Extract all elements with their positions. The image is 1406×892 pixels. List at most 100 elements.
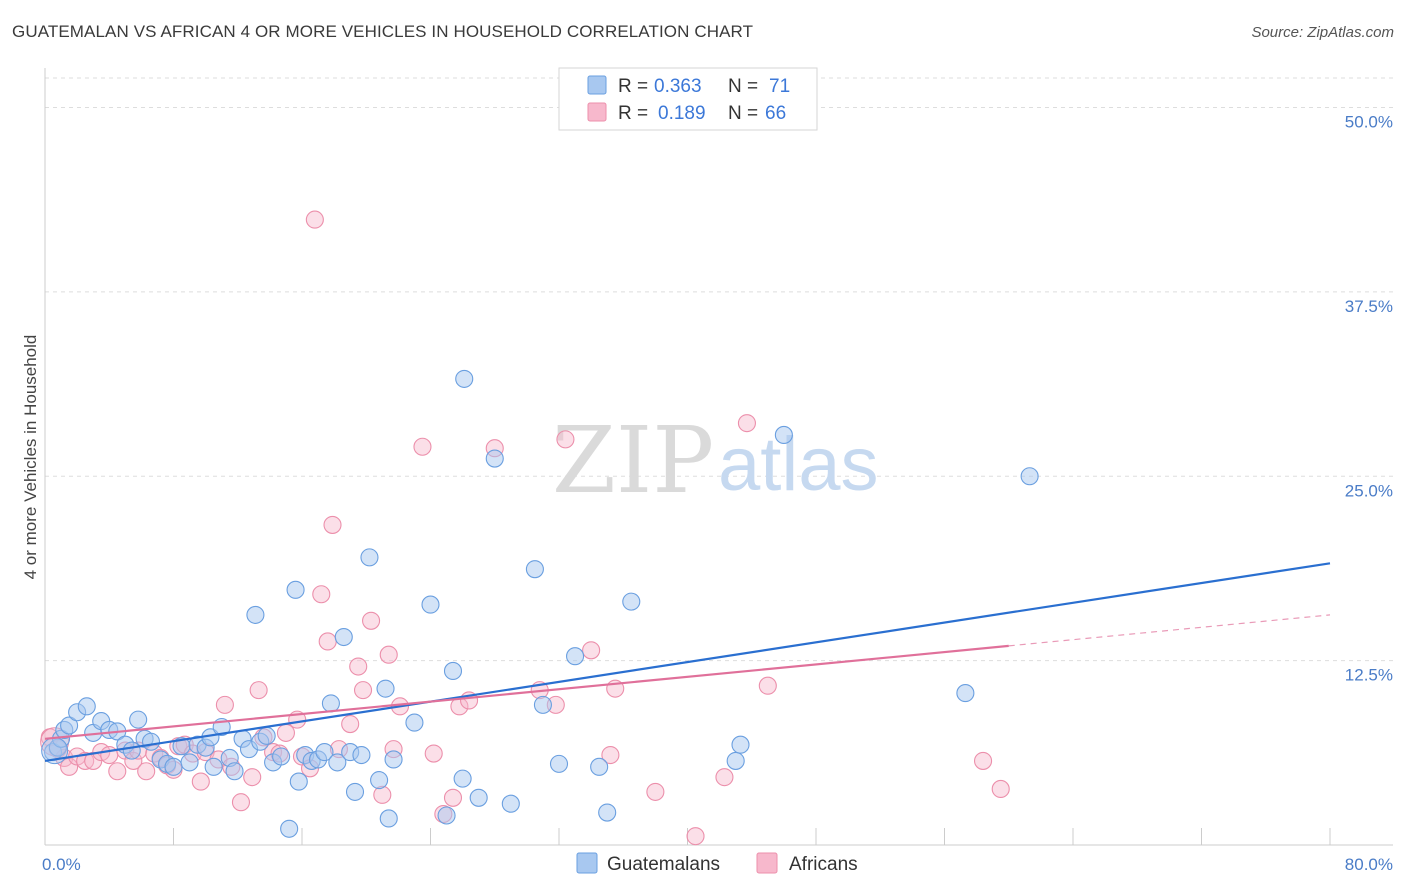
point-guatemalans-62 [525,560,544,579]
legend-swatch-guatemalans [587,75,607,95]
trend-line-guatemalans [44,562,1331,763]
legend-r-label-1: R = [618,76,648,97]
point-guatemalans-61 [501,794,520,813]
point-africans-67 [973,751,993,770]
point-guatemalans-24 [204,757,223,776]
point-guatemalans-57 [453,769,472,788]
point-africans-39 [323,515,342,534]
x-tick-label-max: 80.0% [1345,855,1393,874]
point-africans-28 [249,681,268,700]
point-africans-13 [137,762,156,781]
trend-lines [44,562,1331,763]
point-guatemalans-52 [384,750,403,769]
point-africans-38 [318,632,337,651]
point-africans-27 [243,768,262,787]
point-guatemalans-35 [280,819,299,838]
point-africans-68 [991,779,1010,799]
point-guatemalans-32 [257,726,276,745]
trend-line-africans-extension [1008,614,1331,647]
point-guatemalans-4 [60,716,79,735]
legend-swatch-africans [587,102,607,122]
point-africans-46 [379,645,398,664]
point-guatemalans-71 [774,425,793,445]
point-africans-42 [349,657,368,676]
point-africans-41 [341,714,360,734]
point-guatemalans-30 [246,605,265,624]
point-africans-52 [443,788,463,807]
legend-n-value-1: 71 [769,76,790,97]
legend-r-label-2: R = [618,103,648,124]
point-guatemalans-63 [533,695,552,714]
point-guatemalans-13 [129,710,148,729]
point-guatemalans-50 [376,679,395,698]
point-africans-9 [108,762,127,781]
point-guatemalans-42 [321,694,340,713]
point-guatemalans-49 [370,771,389,790]
chart-title: GUATEMALAN VS AFRICAN 4 OR MORE VEHICLES… [12,22,754,41]
y-tick-labels: 12.5% 25.0% 37.5% 50.0% [1345,113,1393,685]
point-africans-62 [646,782,665,801]
point-guatemalans-59 [455,369,474,388]
point-africans-65 [737,414,756,433]
bottom-legend-swatch-africans [756,852,778,874]
point-guatemalans-53 [405,713,424,732]
point-africans-26 [231,793,251,812]
point-africans-66 [758,676,777,695]
point-guatemalans-55 [437,806,456,825]
point-guatemalans-27 [225,762,244,781]
point-guatemalans-56 [443,661,463,681]
point-guatemalans-69 [726,751,745,770]
point-africans-43 [353,681,373,700]
trend-line-africans [44,644,1009,740]
point-africans-64 [715,768,734,787]
point-africans-58 [556,430,575,449]
point-africans-35 [305,210,324,229]
point-africans-24 [215,695,234,714]
point-africans-44 [362,611,381,630]
bottom-legend: Guatemalans Africans [576,852,858,875]
point-guatemalans-34 [272,747,291,766]
point-guatemalans-54 [421,595,440,614]
point-guatemalans-72 [956,684,975,703]
legend-n-value-2: 66 [765,103,786,124]
point-guatemalans-70 [731,735,750,754]
y-tick-label-3: 50.0% [1345,113,1393,132]
point-guatemalans-43 [328,753,347,772]
point-guatemalans-15 [141,732,161,751]
point-guatemalans-48 [360,548,379,567]
point-africans-50 [424,744,443,763]
y-tick-label-2: 37.5% [1345,297,1393,316]
legend: R = 0.363 N = 71 R = 0.189 N = 66 [558,67,818,131]
legend-r-value-2: 0.189 [658,103,706,124]
point-guatemalans-67 [598,803,617,822]
point-africans-59 [582,641,601,660]
point-guatemalans-64 [549,754,569,773]
point-africans-21 [191,772,210,791]
point-africans-45 [373,785,392,804]
point-guatemalans-47 [352,745,371,765]
point-guatemalans-44 [334,627,353,647]
point-guatemalans-36 [286,580,305,599]
point-guatemalans-6 [77,697,96,716]
y-axis-title: 4 or more Vehicles in Household [21,335,40,580]
bottom-legend-label-guatemalans: Guatemalans [607,854,720,875]
legend-n-label-1: N = [728,76,758,97]
point-guatemalans-37 [289,772,308,791]
watermark-atlas: atlas [718,422,879,507]
legend-n-label-2: N = [728,103,758,124]
point-africans-60 [601,745,620,765]
point-guatemalans-66 [590,757,609,776]
source-label: Source: ZipAtlas.com [1251,24,1394,41]
point-guatemalans-68 [622,592,641,611]
x-tick-label-min: 0.0% [42,855,81,874]
point-africans-63 [686,827,705,846]
guatemalans-points [41,369,1039,838]
axes [44,68,1393,846]
x-tick-labels: 0.0% 80.0% [42,855,1393,874]
bottom-legend-swatch-guatemalans [576,852,598,874]
legend-r-value-1: 0.363 [654,76,702,97]
y-tick-label-0: 12.5% [1345,666,1393,685]
bottom-legend-label-africans: Africans [789,854,858,875]
point-guatemalans-41 [315,743,334,762]
